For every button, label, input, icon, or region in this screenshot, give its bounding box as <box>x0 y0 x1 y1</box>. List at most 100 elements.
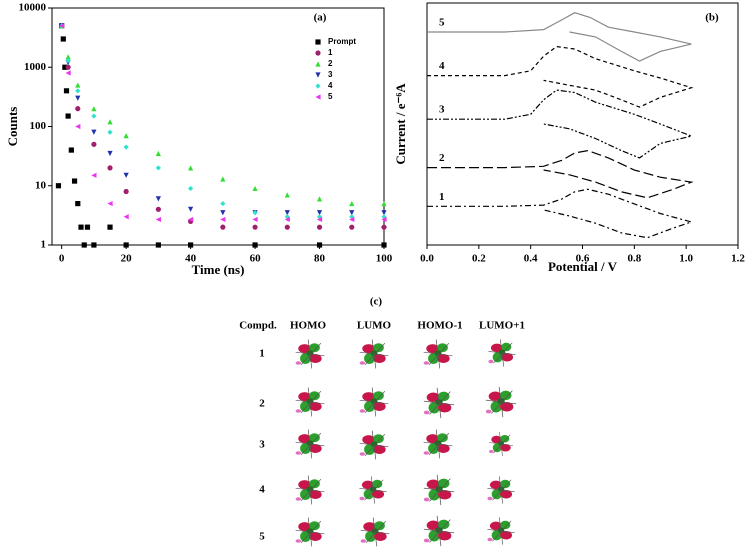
orbital-image <box>295 429 325 459</box>
data-point <box>316 242 323 248</box>
plot-frame <box>426 2 739 246</box>
data-point <box>220 216 226 223</box>
y-tick-label: 10000 <box>19 2 47 14</box>
orbital-image <box>295 387 325 417</box>
x-tick-label: 0 <box>59 253 65 265</box>
data-point <box>91 242 97 248</box>
legend-marker <box>315 83 321 89</box>
data-point <box>123 242 129 248</box>
data-point <box>349 200 355 207</box>
column-header: HOMO-1 <box>417 320 462 332</box>
x-tick-label: 0.6 <box>576 253 590 265</box>
x-tick-label: 1.2 <box>731 253 745 265</box>
data-point <box>284 216 290 223</box>
data-point <box>65 54 71 60</box>
column-header: LUMO <box>357 320 392 332</box>
orbital-panel: (c) Compd. HOMO LUMO HOMO-1 LUMO+1 1 2 3… <box>239 296 525 547</box>
panel-label: (b) <box>705 12 719 24</box>
legend-label: Prompt <box>328 37 356 46</box>
column-header: Compd. <box>239 320 277 332</box>
data-point <box>91 141 97 147</box>
data-point <box>81 242 87 248</box>
panel-label: (c) <box>370 296 383 308</box>
data-point <box>91 172 97 178</box>
data-point <box>188 165 194 171</box>
data-point <box>284 224 290 230</box>
data-point <box>75 106 81 112</box>
orbital-image <box>360 517 390 547</box>
legend-marker <box>315 72 321 78</box>
x-axis-label: Potential / V <box>548 259 618 274</box>
data-point <box>349 216 355 223</box>
y-axis-label: Counts <box>5 107 20 147</box>
data-point <box>284 210 290 216</box>
legend-label: 4 <box>328 81 333 90</box>
data-point <box>188 216 194 223</box>
data-point <box>123 188 129 195</box>
curve-label: 4 <box>439 60 445 72</box>
data-point <box>55 183 62 189</box>
x-tick-label: 0.0 <box>420 253 434 265</box>
curve-label: 3 <box>439 104 445 116</box>
orbital-image <box>423 429 453 459</box>
data-point <box>68 147 74 153</box>
data-point <box>284 192 290 198</box>
data-point <box>75 95 81 101</box>
data-point <box>381 200 387 207</box>
x-tick-label: 60 <box>250 253 262 265</box>
data-point <box>155 150 161 157</box>
orbital-image <box>359 387 389 417</box>
orbital-image <box>295 475 325 505</box>
data-point <box>188 185 194 192</box>
data-point <box>155 216 161 223</box>
data-point <box>381 242 387 248</box>
data-point <box>316 210 323 216</box>
row-label: 3 <box>259 439 265 451</box>
data-point <box>381 216 387 223</box>
cv-curve <box>427 45 694 108</box>
column-header: HOMO <box>290 320 326 332</box>
data-point <box>107 224 113 230</box>
y-tick-label: 1000 <box>24 61 47 73</box>
data-point <box>316 196 323 202</box>
row-label: 1 <box>259 348 265 360</box>
orbital-image <box>423 339 453 369</box>
orbital-image <box>488 431 514 457</box>
data-point <box>123 144 129 150</box>
data-point <box>252 224 258 230</box>
x-tick-label: 1.0 <box>679 253 693 265</box>
data-point <box>220 210 226 216</box>
column-header: LUMO+1 <box>479 320 525 332</box>
orbital-image <box>359 430 389 460</box>
data-point <box>123 133 129 139</box>
curve-label: 5 <box>439 17 445 29</box>
data-point <box>188 242 194 248</box>
y-tick-label: 1 <box>41 239 47 251</box>
data-point <box>75 82 81 88</box>
data-point <box>107 119 113 125</box>
y-axis-label: Current / e⁻⁶A <box>393 83 408 165</box>
legend-marker <box>315 94 321 100</box>
curve-label: 2 <box>439 152 445 164</box>
data-point <box>349 210 355 216</box>
row-label: 2 <box>259 398 265 410</box>
data-point <box>107 150 113 157</box>
orbital-image <box>486 475 516 505</box>
x-axis-label: Time (ns) <box>192 262 245 277</box>
data-point <box>71 178 78 184</box>
cv-curve <box>427 188 694 239</box>
data-point <box>220 176 226 182</box>
orbital-image <box>295 339 325 369</box>
legend-label: 1 <box>328 48 333 57</box>
data-point <box>316 224 323 230</box>
data-point <box>155 242 161 248</box>
data-point <box>59 23 65 29</box>
data-point <box>91 106 97 112</box>
data-point <box>381 210 387 216</box>
data-point <box>155 165 161 171</box>
data-point <box>252 216 258 223</box>
data-point <box>316 214 323 220</box>
cv-curve <box>427 89 694 159</box>
data-point <box>91 129 97 135</box>
x-tick-label: 100 <box>376 253 393 265</box>
